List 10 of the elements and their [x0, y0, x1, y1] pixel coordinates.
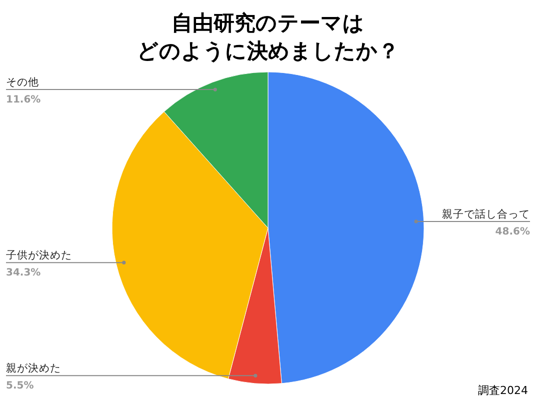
data-label: 5.5% — [6, 380, 34, 392]
text: 調査2024 — [478, 384, 528, 397]
data-label: 48.6% — [495, 226, 530, 238]
data-label: 11.6% — [6, 94, 41, 106]
slice-label: 子供が決めた — [6, 248, 72, 262]
slice-label: 親が決めた — [6, 362, 61, 375]
data-label: 34.3% — [6, 268, 41, 279]
chart-title: 自由研究のテーマはどのように決めましたか？ — [137, 11, 399, 63]
slice-label: その他 — [6, 76, 39, 89]
slice-label: 親子で話し合って — [442, 207, 530, 220]
